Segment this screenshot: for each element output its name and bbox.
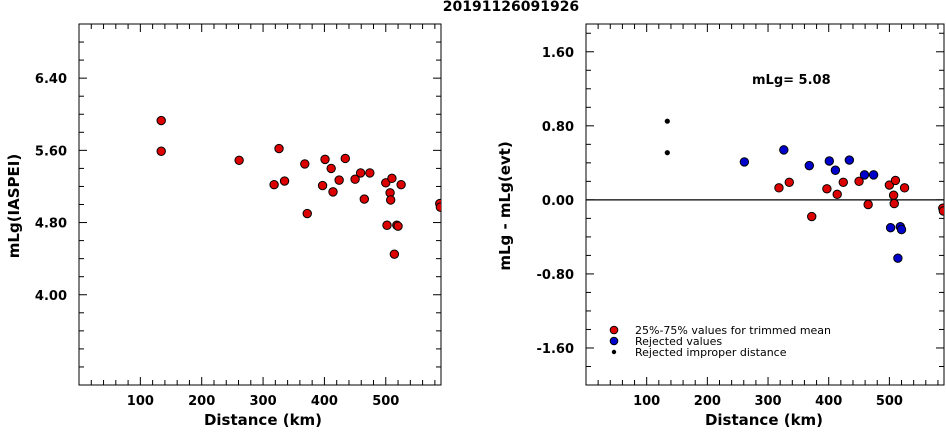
right-points [664, 118, 944, 263]
data-point-black-dot [664, 118, 670, 124]
data-point-red-circle [890, 175, 901, 186]
right-plot: Distance (km) mLg - mLg(evt) mLg= 5.08 1… [496, 23, 945, 429]
legend-label: Rejected values [635, 335, 722, 348]
right-x-tick-label: 500 [876, 394, 903, 409]
data-point-red-circle [389, 249, 400, 259]
data-point-red-circle [365, 168, 375, 178]
legend-label: 25%-75% values for trimmed mean [635, 324, 831, 337]
data-point-red-circle [854, 176, 864, 187]
left-plot: Distance (km) mLg(IASPEI) 100 200 300 400 50… [5, 23, 442, 429]
data-point-blue-circle [868, 170, 879, 180]
data-point-red-circle [359, 194, 370, 204]
data-point-red-circle [156, 146, 166, 156]
legend-label: Rejected improper distance [635, 346, 787, 359]
data-point-red-circle [334, 175, 344, 185]
data-point-red-circle [889, 198, 899, 209]
left-x-tick-label: 300 [249, 394, 276, 409]
data-point-red-circle [355, 168, 366, 178]
data-point-red-circle [317, 180, 328, 191]
right-y-tick-label: 0.80 [542, 120, 574, 135]
data-point-blue-circle [804, 160, 814, 171]
left-x-tick-label: 500 [372, 394, 399, 409]
left-y-tick-label: 4.00 [35, 289, 67, 304]
figure-title: 20191126091926 [443, 0, 579, 15]
data-point-black-dot [664, 150, 670, 156]
data-point-red-circle [387, 173, 397, 184]
data-point-red-circle [832, 189, 842, 200]
data-point-blue-circle [893, 253, 903, 263]
legend-marker-black-dot [611, 349, 617, 355]
data-point-blue-circle [779, 145, 789, 155]
left-plot-frame [78, 23, 442, 386]
data-point-red-circle [784, 177, 794, 187]
legend-marker-red-circle [609, 325, 619, 335]
data-point-red-circle [279, 176, 290, 186]
right-y-tick-label: 1.60 [542, 46, 574, 61]
left-x-tick-label: 400 [311, 394, 338, 409]
data-point-red-circle [899, 183, 910, 193]
data-point-red-circle [807, 211, 817, 222]
data-point-red-circle [320, 154, 330, 165]
left-y-tick-label: 6.40 [35, 72, 67, 87]
data-point-red-circle [938, 206, 944, 216]
data-point-red-circle [382, 220, 392, 230]
left-x-tick-label: 200 [188, 394, 215, 409]
data-point-red-circle [385, 195, 396, 205]
data-point-red-circle [822, 184, 832, 194]
data-point-red-circle [381, 178, 391, 188]
left-points [156, 115, 441, 259]
data-point-red-circle [350, 174, 360, 184]
data-point-red-circle [393, 221, 403, 231]
data-point-red-circle [435, 202, 441, 212]
data-point-blue-circle [824, 156, 835, 166]
left-y-tick-label: 5.60 [35, 144, 67, 159]
data-point-red-circle [274, 143, 284, 154]
data-point-red-circle [269, 179, 279, 190]
data-point-red-circle [328, 187, 338, 197]
data-point-red-circle [234, 155, 244, 165]
left-x-tick-label: 100 [127, 394, 154, 409]
left-x-axis-label: Distance (km) [204, 411, 322, 428]
right-y-tick-label: -1.60 [537, 342, 574, 357]
left-y-tick-label: 4.80 [35, 217, 67, 232]
data-point-red-circle [888, 190, 899, 200]
data-point-blue-circle [844, 155, 855, 165]
right-x-tick-label: 200 [694, 394, 721, 409]
data-point-red-circle [300, 159, 310, 169]
data-point-red-circle [884, 180, 895, 190]
right-y-axis-label: mLg - mLg(evt) [496, 141, 514, 270]
right-x-tick-label: 400 [815, 394, 842, 409]
data-point-blue-circle [859, 170, 870, 180]
data-point-red-circle [396, 179, 406, 190]
data-point-red-circle [302, 208, 312, 219]
data-point-red-circle [340, 153, 350, 164]
data-point-blue-circle [885, 222, 896, 233]
right-x-tick-label: 300 [754, 394, 781, 409]
mlg-annotation: mLg= 5.08 [752, 73, 831, 88]
data-point-red-circle [838, 177, 848, 187]
right-x-tick-label: 100 [633, 394, 660, 409]
right-y-tick-label: -0.80 [537, 268, 574, 283]
data-point-red-circle [863, 199, 873, 210]
data-point-blue-circle [739, 157, 750, 167]
data-point-blue-circle [830, 165, 841, 175]
data-point-red-circle [326, 163, 336, 174]
right-y-tick-label: 0.00 [542, 194, 574, 209]
data-point-blue-circle [896, 224, 907, 235]
data-point-red-circle [156, 115, 166, 126]
data-point-red-circle [774, 183, 784, 193]
left-y-axis-label: mLg(IASPEI) [5, 154, 23, 258]
legend-marker-blue-circle [609, 336, 619, 346]
right-x-axis-label: Distance (km) [705, 411, 823, 428]
